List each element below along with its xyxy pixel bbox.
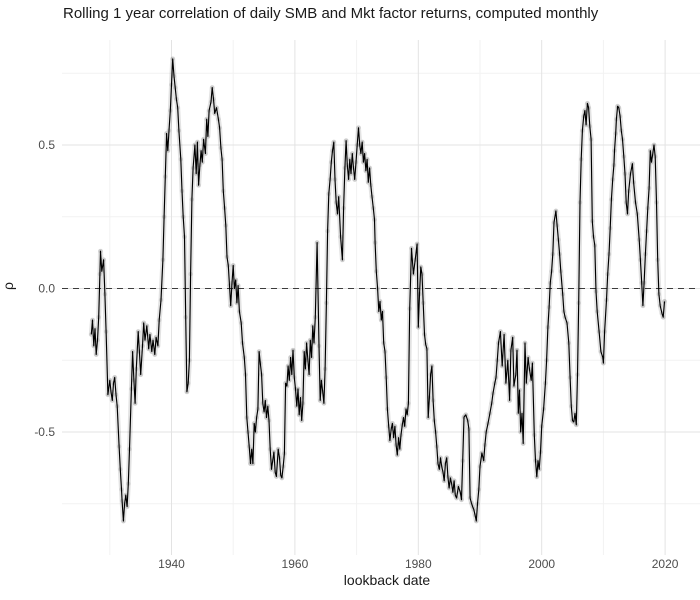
data-point	[662, 299, 667, 304]
y-axis-title: ρ	[0, 282, 16, 290]
x-tick-label: 1980	[405, 557, 432, 571]
x-tick-label: 2000	[528, 557, 555, 571]
x-tick-label: 1940	[158, 557, 185, 571]
series-line	[90, 58, 666, 522]
x-axis-title: lookback date	[343, 572, 431, 588]
y-tick-label: 0.5	[38, 138, 55, 152]
x-tick-label: 2020	[652, 557, 679, 571]
x-tick-label: 1960	[282, 557, 309, 571]
y-tick-label: 0.0	[38, 282, 55, 296]
chart-title: Rolling 1 year correlation of daily SMB …	[63, 5, 599, 22]
y-tick-label: -0.5	[34, 425, 55, 439]
